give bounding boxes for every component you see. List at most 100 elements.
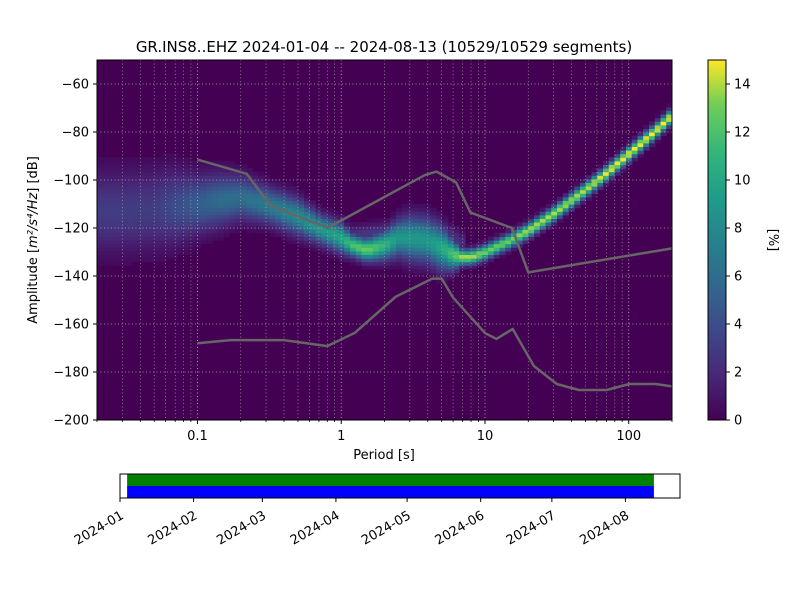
heatmap-cell [666, 106, 672, 111]
heatmap-cell [120, 254, 127, 259]
heatmap-cell [298, 229, 305, 234]
heatmap-cell [603, 175, 610, 180]
heatmap-cell [580, 193, 587, 198]
heatmap-cell [580, 178, 587, 183]
heatmap-cell [327, 236, 334, 241]
heatmap-cell [292, 186, 299, 191]
heatmap-cell [223, 178, 230, 183]
heatmap-cell [97, 164, 104, 169]
heatmap-cell [97, 250, 104, 255]
heatmap-cell [160, 182, 167, 187]
heatmap-cell [183, 247, 190, 252]
heatmap-cell [269, 189, 276, 194]
heatmap-cell [281, 232, 288, 237]
heatmap-cell [614, 153, 621, 158]
heatmap-cell [263, 189, 271, 194]
heatmap-cell [200, 214, 207, 219]
heatmap-cell [131, 193, 138, 198]
heatmap-cell [447, 240, 455, 245]
heatmap-cell [407, 236, 414, 241]
heatmap-cell [154, 164, 161, 169]
heatmap-cell [453, 225, 460, 230]
heatmap-cell [436, 279, 443, 284]
noise-model-line [197, 277, 672, 392]
heatmap-cell [125, 258, 133, 263]
heatmap-cell [148, 186, 156, 191]
heatmap-cell [401, 211, 409, 216]
heatmap-cell [148, 218, 156, 223]
heatmap-cell [568, 186, 575, 191]
heatmap-cell [321, 218, 328, 223]
heatmap-cell [143, 182, 150, 187]
heatmap-cell [597, 168, 604, 173]
heatmap-cell [666, 114, 672, 119]
heatmap-cell [493, 250, 501, 255]
heatmap-cell [206, 186, 213, 191]
heatmap-cell [252, 207, 259, 212]
heatmap-cell [143, 160, 150, 165]
heatmap-cell [304, 214, 311, 219]
heatmap-cell [125, 171, 133, 176]
heatmap-cell [200, 207, 207, 212]
heatmap-cell [206, 207, 213, 212]
heatmap-cell [200, 196, 207, 201]
heatmap-cell [534, 218, 541, 223]
heatmap-cell [637, 153, 644, 158]
heatmap-cell [367, 247, 374, 252]
heatmap-cell [125, 207, 133, 212]
y-axis-label: Amplitude [m²/s⁴/Hz] [dB] [26, 156, 41, 324]
heatmap-cell [235, 175, 242, 180]
heatmap-cell [217, 207, 225, 212]
heatmap-cell [361, 258, 368, 263]
heatmap-cell [240, 175, 248, 180]
heatmap-cell [660, 121, 667, 126]
heatmap-cell [183, 236, 190, 241]
heatmap-cell [154, 250, 161, 255]
heatmap-cell [166, 193, 173, 198]
heatmap-cell [154, 214, 161, 219]
heatmap-cell [200, 189, 207, 194]
heatmap-cell [108, 160, 115, 165]
heatmap-cell [384, 222, 391, 227]
heatmap-cell [424, 207, 432, 212]
heatmap-cell [470, 254, 478, 259]
heatmap-cell [148, 247, 156, 252]
heatmap-cell [355, 247, 363, 252]
heatmap-cell [102, 250, 110, 255]
heatmap-cell [620, 164, 627, 169]
heatmap-cell [171, 211, 179, 216]
y-axis-label-suffix: ] [dB] [26, 156, 41, 193]
heatmap-cell [292, 240, 299, 245]
heatmap-cell [154, 240, 161, 245]
heatmap-cell [562, 211, 570, 216]
heatmap-cell [442, 258, 449, 263]
heatmap-cell [401, 207, 409, 212]
heatmap-cell [102, 243, 110, 248]
heatmap-cell [378, 232, 386, 237]
heatmap-cell [131, 243, 138, 248]
heatmap-cell [304, 193, 311, 198]
heatmap-cell [401, 265, 409, 270]
heatmap-cell [350, 243, 357, 248]
heatmap-cell [143, 218, 150, 223]
heatmap-cell [355, 243, 363, 248]
heatmap-cell [470, 247, 478, 252]
heatmap-cell [97, 157, 104, 162]
heatmap-cell [407, 250, 414, 255]
heatmap-cell [309, 240, 317, 245]
heatmap-cell [235, 178, 242, 183]
heatmap-cell [476, 247, 483, 252]
heatmap-cell [350, 232, 357, 237]
heatmap-cell [430, 268, 437, 273]
heatmap-cell [108, 193, 115, 198]
heatmap-cell [143, 240, 150, 245]
heatmap-cell [189, 243, 196, 248]
heatmap-cell [189, 207, 196, 212]
heatmap-cell [269, 222, 276, 227]
heatmap-cell [499, 236, 506, 241]
heatmap-cell [436, 222, 443, 227]
heatmap-cell [401, 229, 409, 234]
heatmap-cell [488, 254, 495, 259]
heatmap-cell [194, 214, 202, 219]
heatmap-cell [217, 175, 225, 180]
